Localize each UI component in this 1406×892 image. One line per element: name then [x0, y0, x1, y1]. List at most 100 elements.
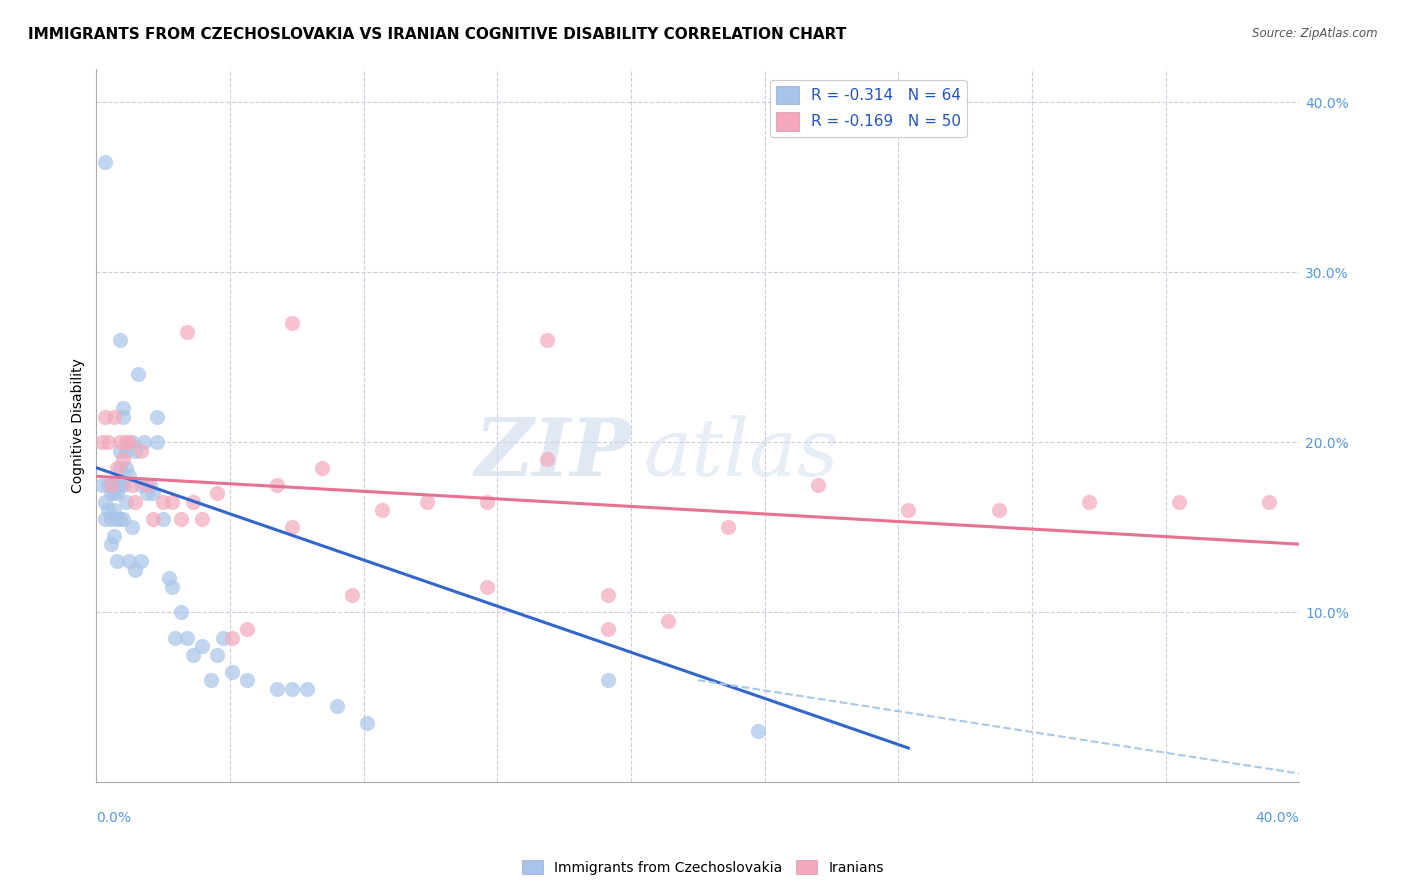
- Point: [235, 622, 257, 636]
- Point: [657, 614, 679, 628]
- Point: [987, 503, 1010, 517]
- Point: [416, 494, 439, 508]
- Point: [112, 511, 135, 525]
- Point: [157, 571, 180, 585]
- Point: [91, 477, 114, 491]
- Point: [107, 486, 129, 500]
- Point: [176, 631, 198, 645]
- Legend: R = -0.314   N = 64, R = -0.169   N = 50: R = -0.314 N = 64, R = -0.169 N = 50: [769, 79, 967, 136]
- Point: [110, 443, 132, 458]
- Point: [311, 460, 333, 475]
- Point: [205, 486, 228, 500]
- Point: [136, 486, 159, 500]
- Point: [145, 409, 167, 424]
- Point: [1077, 494, 1099, 508]
- Point: [127, 368, 149, 382]
- Point: [131, 554, 153, 568]
- Point: [136, 477, 159, 491]
- Point: [536, 334, 558, 348]
- Point: [596, 622, 619, 636]
- Point: [112, 477, 135, 491]
- Point: [131, 477, 153, 491]
- Point: [97, 503, 120, 517]
- Point: [110, 435, 132, 450]
- Point: [100, 537, 122, 551]
- Point: [91, 435, 114, 450]
- Text: IMMIGRANTS FROM CZECHOSLOVAKIA VS IRANIAN COGNITIVE DISABILITY CORRELATION CHART: IMMIGRANTS FROM CZECHOSLOVAKIA VS IRANIA…: [28, 27, 846, 42]
- Point: [115, 435, 138, 450]
- Y-axis label: Cognitive Disability: Cognitive Disability: [72, 358, 86, 492]
- Point: [142, 486, 165, 500]
- Point: [124, 563, 146, 577]
- Point: [266, 681, 288, 696]
- Point: [371, 503, 394, 517]
- Legend: Immigrants from Czechoslovakia, Iranians: Immigrants from Czechoslovakia, Iranians: [516, 855, 890, 880]
- Point: [181, 648, 204, 662]
- Point: [295, 681, 318, 696]
- Point: [281, 520, 304, 534]
- Point: [717, 520, 740, 534]
- Point: [235, 673, 257, 687]
- Point: [326, 698, 349, 713]
- Point: [100, 477, 122, 491]
- Point: [94, 155, 117, 169]
- Point: [145, 435, 167, 450]
- Point: [747, 724, 769, 739]
- Point: [1258, 494, 1281, 508]
- Point: [121, 520, 143, 534]
- Point: [281, 316, 304, 330]
- Point: [163, 631, 186, 645]
- Point: [536, 452, 558, 467]
- Point: [103, 503, 125, 517]
- Point: [112, 452, 135, 467]
- Point: [121, 477, 143, 491]
- Point: [160, 494, 183, 508]
- Text: atlas: atlas: [644, 415, 839, 492]
- Point: [169, 605, 191, 619]
- Point: [1168, 494, 1191, 508]
- Text: Source: ZipAtlas.com: Source: ZipAtlas.com: [1253, 27, 1378, 40]
- Point: [190, 639, 212, 653]
- Point: [103, 409, 125, 424]
- Point: [110, 334, 132, 348]
- Point: [97, 477, 120, 491]
- Point: [124, 443, 146, 458]
- Point: [107, 460, 129, 475]
- Point: [596, 673, 619, 687]
- Point: [97, 435, 120, 450]
- Point: [112, 401, 135, 416]
- Point: [160, 580, 183, 594]
- Point: [340, 588, 363, 602]
- Point: [807, 477, 830, 491]
- Point: [103, 529, 125, 543]
- Point: [142, 511, 165, 525]
- Point: [200, 673, 222, 687]
- Point: [118, 469, 141, 483]
- Point: [266, 477, 288, 491]
- Point: [94, 409, 117, 424]
- Point: [107, 477, 129, 491]
- Point: [115, 443, 138, 458]
- Point: [121, 435, 143, 450]
- Text: ZIP: ZIP: [475, 415, 631, 492]
- Point: [100, 486, 122, 500]
- Point: [477, 494, 499, 508]
- Point: [139, 477, 162, 491]
- Point: [169, 511, 191, 525]
- Point: [103, 486, 125, 500]
- Point: [110, 460, 132, 475]
- Point: [596, 588, 619, 602]
- Point: [281, 681, 304, 696]
- Point: [94, 511, 117, 525]
- Point: [112, 409, 135, 424]
- Point: [190, 511, 212, 525]
- Point: [131, 443, 153, 458]
- Point: [107, 554, 129, 568]
- Point: [181, 494, 204, 508]
- Text: 40.0%: 40.0%: [1256, 811, 1299, 824]
- Point: [107, 511, 129, 525]
- Point: [176, 325, 198, 339]
- Point: [211, 631, 233, 645]
- Point: [221, 631, 243, 645]
- Point: [103, 477, 125, 491]
